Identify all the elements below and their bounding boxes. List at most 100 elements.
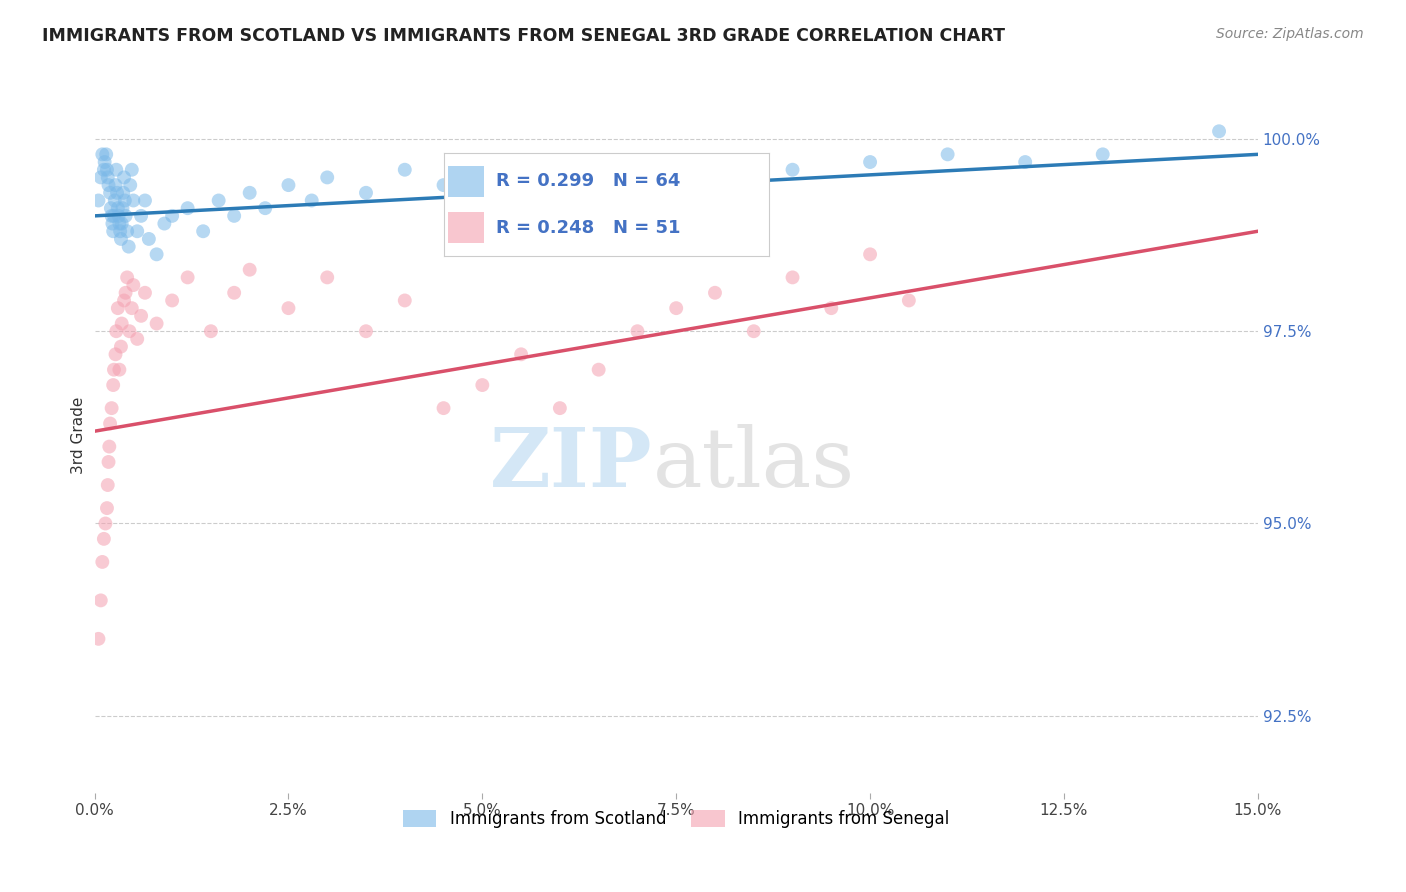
Point	[122, 194, 145, 208]
Point	[134, 285, 156, 300]
Point	[87, 632, 110, 646]
Point	[91, 555, 114, 569]
Point	[742, 324, 765, 338]
Point	[114, 285, 136, 300]
Point	[112, 170, 135, 185]
Point	[471, 378, 494, 392]
Point	[110, 340, 132, 354]
Point	[121, 301, 143, 315]
Point	[665, 301, 688, 315]
Point	[107, 201, 129, 215]
Point	[108, 224, 131, 238]
Point	[103, 378, 125, 392]
Point	[277, 178, 299, 193]
Point	[110, 232, 132, 246]
Point	[316, 170, 339, 185]
Point	[138, 232, 160, 246]
Point	[704, 170, 727, 185]
Point	[111, 317, 134, 331]
Point	[1091, 147, 1114, 161]
Point	[104, 347, 127, 361]
Text: IMMIGRANTS FROM SCOTLAND VS IMMIGRANTS FROM SENEGAL 3RD GRADE CORRELATION CHART: IMMIGRANTS FROM SCOTLAND VS IMMIGRANTS F…	[42, 27, 1005, 45]
Point	[103, 209, 125, 223]
Point	[104, 178, 127, 193]
Point	[98, 417, 121, 431]
Point	[96, 147, 118, 161]
Point	[897, 293, 920, 308]
Point	[127, 332, 149, 346]
Point	[115, 224, 138, 238]
Point	[626, 155, 648, 169]
Point	[224, 285, 246, 300]
Point	[108, 217, 131, 231]
Point	[100, 201, 122, 215]
Point	[548, 401, 571, 416]
Point	[200, 324, 222, 338]
Point	[145, 247, 167, 261]
Point	[160, 293, 183, 308]
Point	[277, 301, 299, 315]
Point	[112, 293, 135, 308]
Point	[316, 270, 339, 285]
Point	[105, 162, 128, 177]
Point	[91, 147, 114, 161]
Point	[97, 478, 120, 492]
Point	[145, 317, 167, 331]
Point	[100, 209, 122, 223]
Point	[105, 324, 128, 338]
Point	[118, 324, 141, 338]
Point	[105, 186, 128, 200]
Point	[96, 162, 118, 177]
Text: ZIP: ZIP	[491, 424, 652, 504]
Point	[510, 347, 533, 361]
Point	[111, 201, 134, 215]
Point	[107, 209, 129, 223]
Y-axis label: 3rd Grade: 3rd Grade	[72, 396, 86, 474]
Point	[820, 301, 842, 315]
Point	[394, 293, 416, 308]
Point	[114, 209, 136, 223]
Point	[98, 186, 121, 200]
Point	[1014, 155, 1036, 169]
Legend: Immigrants from Scotland, Immigrants from Senegal: Immigrants from Scotland, Immigrants fro…	[396, 803, 956, 834]
Point	[160, 209, 183, 223]
Point	[239, 186, 262, 200]
Point	[301, 194, 323, 208]
Point	[626, 324, 648, 338]
Point	[101, 217, 124, 231]
Point	[859, 155, 882, 169]
Point	[859, 247, 882, 261]
Point	[97, 455, 120, 469]
Point	[93, 155, 115, 169]
Point	[93, 532, 115, 546]
Point	[114, 194, 136, 208]
Point	[118, 239, 141, 253]
Point	[121, 162, 143, 177]
Point	[548, 162, 571, 177]
Point	[176, 201, 198, 215]
Point	[782, 162, 804, 177]
Point	[90, 170, 112, 185]
Point	[112, 186, 135, 200]
Point	[129, 209, 152, 223]
Point	[107, 301, 129, 315]
Point	[97, 170, 120, 185]
Point	[120, 178, 142, 193]
Point	[153, 217, 176, 231]
Point	[1208, 124, 1230, 138]
Point	[208, 194, 231, 208]
Point	[127, 224, 149, 238]
Text: atlas: atlas	[652, 424, 855, 504]
Point	[224, 209, 246, 223]
Point	[394, 162, 416, 177]
Point	[103, 224, 125, 238]
Point	[103, 362, 125, 376]
Point	[108, 362, 131, 376]
Point	[96, 501, 118, 516]
Point	[87, 194, 110, 208]
Point	[104, 194, 127, 208]
Point	[471, 170, 494, 185]
Point	[588, 362, 610, 376]
Point	[354, 324, 377, 338]
Text: Source: ZipAtlas.com: Source: ZipAtlas.com	[1216, 27, 1364, 41]
